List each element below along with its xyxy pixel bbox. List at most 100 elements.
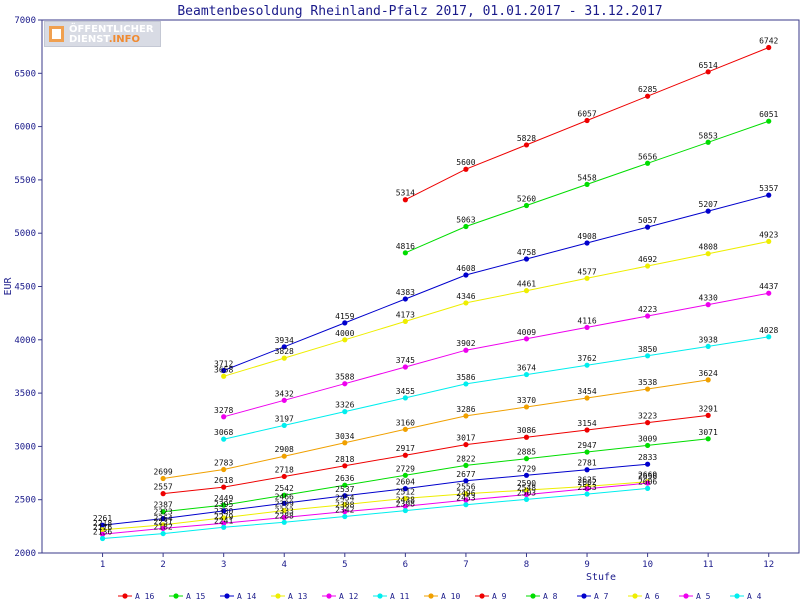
data-point [584, 324, 590, 331]
data-point [99, 522, 106, 528]
data-label: 4223 [638, 305, 657, 314]
data-point [402, 452, 408, 458]
data-point [705, 69, 711, 75]
data-point [402, 495, 408, 502]
data-label: 4808 [699, 243, 718, 252]
data-label: 4028 [759, 326, 778, 335]
data-label: 2503 [517, 488, 536, 497]
y-axis-label: EUR [3, 276, 14, 295]
data-point [342, 381, 348, 387]
data-point [402, 472, 408, 478]
data-label: 3432 [275, 389, 294, 398]
data-label: 2398 [396, 500, 415, 509]
data-point [463, 381, 469, 387]
data-point [463, 272, 469, 278]
data-label: 2606 [638, 477, 657, 486]
data-label: 2556 [456, 483, 475, 492]
data-label: 3291 [699, 404, 718, 413]
data-point [645, 224, 651, 230]
data-point [645, 93, 651, 99]
y-tick-label: 4000 [14, 336, 36, 346]
data-point [645, 480, 651, 486]
legend-swatch-marker [632, 593, 638, 599]
x-tick-label: 7 [463, 560, 468, 570]
data-labels-layer: 5314 5600 5828 6057 6285 6514 6742 4816 5063 5260… [93, 37, 779, 537]
data-point [402, 364, 408, 370]
legend: A_16 A_15 A_14 A_13 A_12 A_11 A_10 A_9 A_8 A_7 A_6… [118, 592, 762, 600]
data-point [402, 395, 408, 401]
data-label: 2136 [93, 528, 112, 537]
data-label: 2618 [214, 476, 233, 485]
data-point [463, 478, 469, 484]
data-label: 2241 [214, 516, 233, 525]
data-point [342, 337, 348, 343]
data-label: 3370 [517, 396, 536, 405]
data-label: 2279 [214, 512, 233, 521]
data-label: 2636 [335, 474, 354, 483]
legend-swatch-marker [734, 593, 740, 599]
data-label: 2542 [275, 484, 294, 493]
data-label: 2781 [577, 459, 596, 468]
data-point [160, 530, 166, 537]
data-point [523, 142, 530, 148]
data-point [584, 491, 590, 497]
data-point [342, 463, 348, 469]
data-label: 2602 [577, 478, 596, 487]
data-label: 2669 [638, 471, 657, 480]
data-point [705, 343, 711, 350]
data-point [342, 513, 348, 520]
x-tick-label: 10 [642, 560, 653, 570]
data-point [221, 508, 227, 514]
data-point [645, 420, 651, 426]
data-label: 2388 [335, 501, 354, 510]
logo-line-2: DIENST.INFO [69, 34, 140, 45]
x-tick-label: 11 [703, 560, 714, 570]
data-label: 3938 [699, 335, 718, 344]
legend-swatch-marker [530, 593, 536, 599]
data-label: 3934 [275, 336, 294, 345]
data-point [584, 395, 590, 401]
y-tick-label: 2000 [14, 549, 36, 559]
data-label: 2330 [214, 507, 233, 516]
data-label: 4009 [517, 328, 536, 337]
logo-line-2-a: DIENST [69, 34, 109, 45]
series-A_9 [160, 412, 711, 497]
legend-label: A_4 [747, 592, 762, 600]
data-point [523, 404, 530, 410]
data-point [463, 441, 469, 448]
data-label: 2947 [577, 441, 596, 450]
data-label: 3455 [396, 387, 415, 396]
data-point [281, 507, 287, 514]
legend-item: A_6 [628, 592, 660, 600]
x-tick-label: 12 [763, 560, 774, 570]
data-point [584, 467, 590, 473]
legend-label: A_7 [594, 592, 609, 600]
x-axis-label: Stufe [586, 572, 616, 583]
data-label: 5853 [699, 131, 718, 140]
data-label: 5314 [396, 189, 415, 198]
data-point [99, 531, 106, 537]
data-label: 2557 [153, 483, 172, 492]
data-label: 5656 [638, 152, 657, 161]
data-point [402, 197, 408, 203]
data-label: 2729 [396, 464, 415, 473]
legend-label: A_15 [186, 592, 205, 600]
data-point [463, 166, 469, 172]
data-label: 4000 [335, 329, 354, 338]
data-label: 3588 [335, 373, 354, 382]
data-point [523, 256, 530, 262]
data-label: 2604 [396, 478, 415, 487]
legend-swatch-marker [173, 593, 179, 599]
data-point [766, 118, 772, 124]
data-label: 3850 [638, 345, 657, 354]
data-label: 3712 [214, 360, 233, 369]
x-tick-label: 4 [282, 560, 287, 570]
data-point [281, 514, 287, 521]
data-label: 3658 [214, 365, 233, 374]
y-tick-label: 6500 [14, 69, 36, 79]
data-point [281, 519, 287, 525]
data-point [342, 409, 348, 415]
series-A_15 [402, 118, 772, 256]
data-label: 3154 [577, 419, 596, 428]
series-A_11 [221, 334, 772, 442]
